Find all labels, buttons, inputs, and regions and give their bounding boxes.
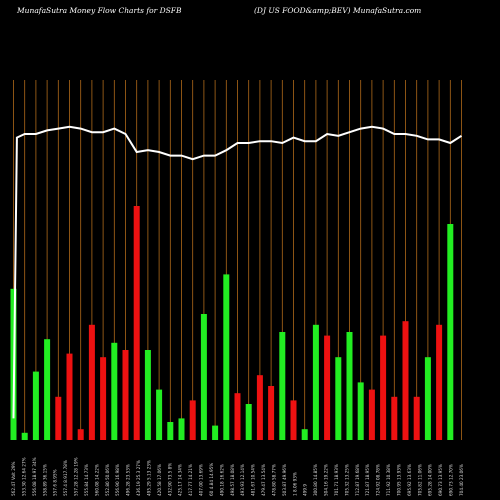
- money-flow-bar: [368, 389, 375, 440]
- money-flow-bar: [380, 335, 387, 440]
- x-tick-label: 695.28 14.00%: [428, 464, 433, 496]
- money-flow-bar: [346, 332, 353, 440]
- price-line-path: [12, 125, 463, 419]
- x-tick-label: 724.92 08.78%: [376, 464, 381, 496]
- x-tick-label: 711.92 10.38%: [386, 464, 391, 496]
- x-tick-label: 432.90 73.5 8%: [167, 463, 172, 496]
- x-tick-label: 558.89 36.15%: [42, 464, 47, 496]
- chart-source: (DJ US FOOD&amp;BEV) MunafaSutra.com: [254, 6, 422, 15]
- x-tick-label: 504.16 19.22%: [324, 464, 329, 496]
- x-tick-label: 495.29 5.13 23%: [146, 460, 151, 496]
- x-tick-label: 704.40 23.06%: [459, 464, 464, 496]
- x-tick-label: 553.30 12.64 27%: [21, 457, 26, 496]
- money-flow-bar: [256, 375, 263, 440]
- money-flow-bar: [189, 400, 196, 440]
- x-tick-label: 425.17 14.34%: [178, 464, 183, 496]
- x-tick-label: 705.32 13.25%: [344, 464, 349, 496]
- money-flow-bar: [424, 357, 431, 440]
- x-tick-label: 417.77 14.21%: [188, 464, 193, 496]
- x-tick-label: 557.6 8.95%: [53, 469, 58, 496]
- money-flow-bar: [44, 339, 51, 440]
- x-tick-label: 493.93 12.14%: [240, 464, 245, 496]
- x-axis-labels: 562.47 Volt 29% 553.30 12.64 27% 556.08 18…: [11, 457, 464, 496]
- x-tick-label: 436.19 25.3 27%: [136, 460, 141, 496]
- money-flow-bar: [279, 332, 286, 440]
- x-tick-label: 690.73 13.95%: [438, 464, 443, 496]
- x-tick-label: 700.95 13.93%: [396, 464, 401, 496]
- x-tick-label: 721.87 18.95%: [365, 464, 370, 496]
- money-flow-bar: [436, 324, 443, 440]
- x-tick-label: 557.4 8.917.78%: [63, 460, 68, 496]
- money-flow-bar: [21, 432, 28, 440]
- money-flow-bar: [32, 371, 39, 440]
- money-flow-bar: [55, 396, 62, 440]
- money-flow-bar: [111, 342, 118, 440]
- x-tick-label: 481.67 10.54%: [251, 464, 256, 496]
- money-flow-bar: [77, 429, 84, 440]
- x-tick-label: 498.57 18.08%: [230, 464, 235, 496]
- money-flow-bar: [223, 274, 230, 440]
- money-flow-bar: [66, 353, 73, 440]
- money-flow-bar: [268, 386, 275, 440]
- money-flow-bar: [200, 314, 207, 440]
- x-tick-label: 496.28 23.53%: [126, 464, 131, 496]
- x-tick-label: 300.80 14.85%: [313, 464, 318, 496]
- money-flow-bars: [10, 206, 454, 440]
- money-flow-bar: [144, 350, 151, 440]
- x-tick-label: 557.28 12.28 19%: [74, 457, 79, 496]
- x-tick-label: 556.90 16.98%: [115, 464, 120, 496]
- money-flow-bar: [290, 400, 297, 440]
- x-tick-label: 562.47 Volt 29%: [11, 461, 16, 496]
- x-tick-label: 556.08 18.97 34%: [32, 457, 37, 496]
- x-tick-label: 503.87 49.96%: [282, 464, 287, 496]
- x-tick-label: 420.58 17.06%: [157, 464, 162, 496]
- chart-title: MunafaSutra Money Flow Charts for DSFB: [17, 6, 182, 15]
- money-flow-bar: [234, 393, 241, 440]
- x-tick-label: 705.82 11.06%: [417, 464, 422, 496]
- money-flow-bar: [357, 382, 364, 440]
- x-tick-label: 499.9: [303, 484, 308, 496]
- x-tick-label: 60 4.84 14.95%: [209, 463, 214, 496]
- x-tick-label: 712.87 19.68%: [355, 464, 360, 496]
- x-tick-label: 479.47 13.54%: [261, 464, 266, 496]
- money-flow-bar: [100, 357, 107, 440]
- money-flow-bar: [245, 404, 252, 440]
- x-tick-label: 560.08 14.22%: [94, 464, 99, 496]
- money-flow-bar: [156, 389, 163, 440]
- x-tick-label: 478.80 58.77%: [271, 464, 276, 496]
- money-flow-bar: [88, 324, 95, 440]
- money-flow-bar: [324, 335, 331, 440]
- money-flow-bar: [447, 224, 454, 440]
- x-tick-label: 701.71 18.93%: [334, 464, 339, 496]
- x-tick-label: 555.84 14.73%: [84, 464, 89, 496]
- x-tick-label: 1 8.06 93%: [292, 472, 297, 496]
- x-tick-label: 407.00 13.69%: [199, 464, 204, 496]
- money-flow-bar: [402, 321, 409, 440]
- x-tick-label: 690.73 12.70%: [449, 464, 454, 496]
- money-flow-bar: [122, 350, 129, 440]
- chart-header: MunafaSutra Money Flow Charts for DSFB (…: [0, 0, 500, 24]
- money-flow-bar: [391, 396, 398, 440]
- money-flow-bar: [167, 422, 174, 440]
- money-flow-bar: [178, 418, 185, 440]
- money-flow-bar: [133, 206, 140, 440]
- x-tick-label: 490.18 16.62%: [219, 464, 224, 496]
- money-flow-bar: [413, 396, 420, 440]
- money-flow-bar: [212, 425, 219, 440]
- price-line: [12, 125, 463, 419]
- money-flow-bar: [301, 429, 308, 440]
- x-tick-label: 695.92 13.63%: [407, 464, 412, 496]
- x-tick-label: 552.80 50.06%: [105, 464, 110, 496]
- money-flow-bar: [312, 324, 319, 440]
- money-flow-bar: [335, 357, 342, 440]
